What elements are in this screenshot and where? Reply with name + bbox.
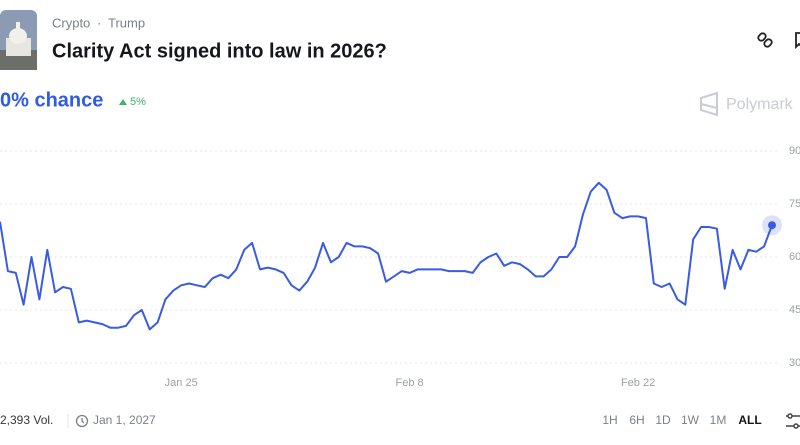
y-tick-label: 45 [789,304,800,316]
breadcrumb[interactable]: Trump [108,15,145,30]
range-selector: 1H 6H 1D 1W 1M ALL [602,413,761,427]
x-tick-label: Feb 8 [396,377,424,389]
range-button[interactable]: 1D [655,413,671,427]
change: 5% [130,96,146,108]
settings-icon[interactable] [786,413,800,429]
last-point [768,221,776,230]
market-title: Clarity Act signed into law in 2026? [52,40,387,62]
volume: 2,393 Vol. [0,413,53,427]
bookmark-icon[interactable] [795,32,800,50]
brand-logo [700,91,718,117]
y-tick-label: 30 [789,357,800,369]
y-tick-label: 90 [789,145,800,157]
range-button[interactable]: 1H [602,413,617,427]
x-tick-label: Feb 22 [621,377,655,389]
clock-icon [75,414,89,428]
y-tick-label: 60 [789,251,800,263]
link-icon[interactable] [757,32,773,48]
range-button[interactable]: 1M [710,413,727,427]
x-tick-label: Jan 25 [165,377,198,389]
chart: 30 45 60 75 90 Jan 25 Feb 8 Feb 22 [0,145,800,389]
price-line [0,181,773,331]
breadcrumb[interactable]: Crypto [52,15,90,30]
range-button[interactable]: 6H [629,413,644,427]
range-button[interactable]: ALL [738,413,761,427]
breadcrumb-separator: · [97,15,101,30]
chance: 0% chance [0,89,103,111]
market-icon [0,10,37,70]
brand: Polymark [726,96,794,113]
change-arrow [119,99,127,105]
y-tick-label: 75 [789,198,800,210]
range-button[interactable]: 1W [681,413,700,427]
end-date: Jan 1, 2027 [93,413,156,427]
